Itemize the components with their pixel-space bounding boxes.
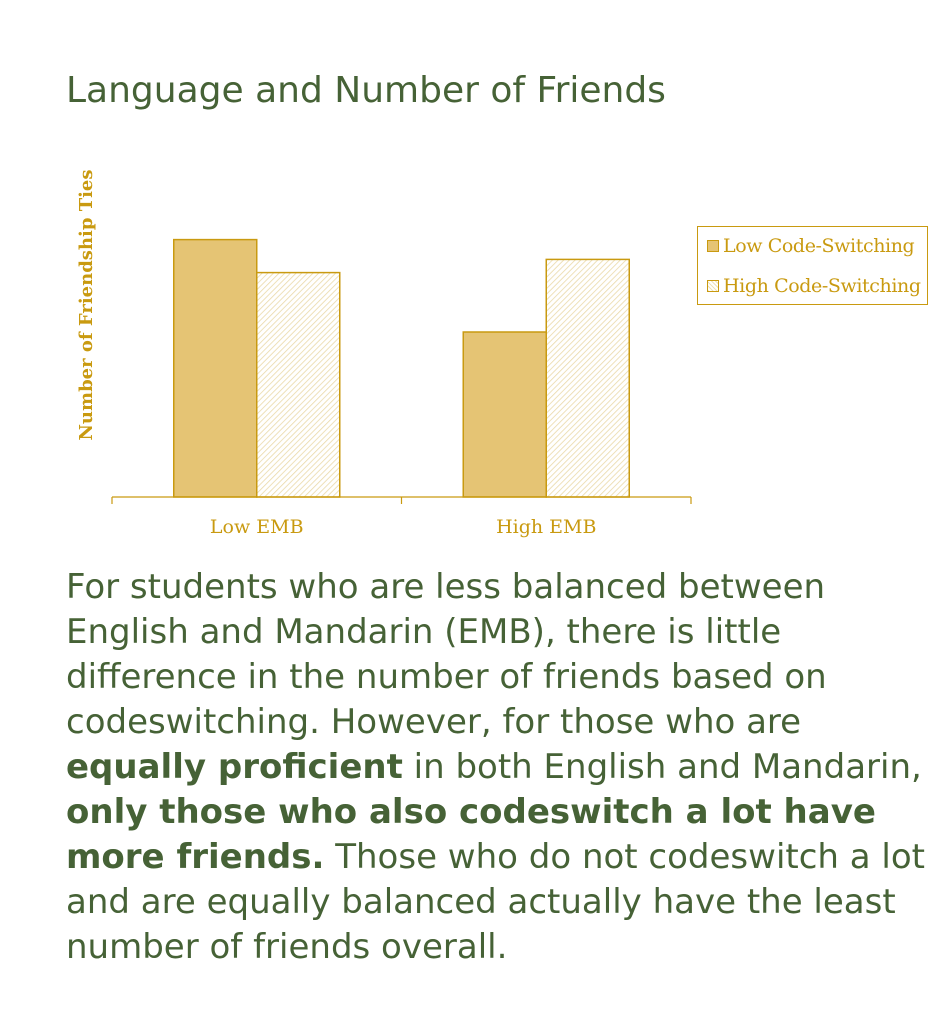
- description-text: in both English and Mandarin,: [402, 747, 922, 787]
- legend-label: Low Code-Switching: [723, 235, 915, 257]
- bar-high-code-switching-high-emb: [545, 258, 630, 498]
- x-tick-label: Low EMB: [210, 516, 304, 538]
- bar-high-code-switching-low-emb: [256, 271, 341, 498]
- description-text: Those who do not codeswitch a lot and ar…: [66, 837, 925, 967]
- legend-swatch-hatched: [707, 280, 719, 292]
- x-tick-label: High EMB: [496, 516, 596, 538]
- emphasis-text: only those who also codeswitch a lot hav…: [66, 792, 876, 877]
- description-text: For students who are less balanced betwe…: [66, 567, 827, 742]
- legend-swatch-solid: [707, 240, 719, 252]
- friendship-bar-chart: Number of Friendship Ties Low EMB High EM…: [76, 169, 692, 538]
- bar-low-code-switching-high-emb: [462, 331, 547, 498]
- chart-legend: Low Code-Switching High Code-Switching: [697, 226, 928, 305]
- legend-item-low-code-switching: Low Code-Switching: [707, 235, 915, 257]
- legend-item-high-code-switching: High Code-Switching: [707, 275, 921, 297]
- slide-title: Language and Number of Friends: [66, 70, 666, 111]
- emphasis-text: equally proficient: [66, 747, 403, 787]
- description-paragraph: For students who are less balanced betwe…: [66, 565, 926, 970]
- y-axis-label: Number of Friendship Ties: [76, 169, 97, 440]
- bar-low-code-switching-low-emb: [173, 238, 258, 498]
- legend-label: High Code-Switching: [723, 275, 921, 297]
